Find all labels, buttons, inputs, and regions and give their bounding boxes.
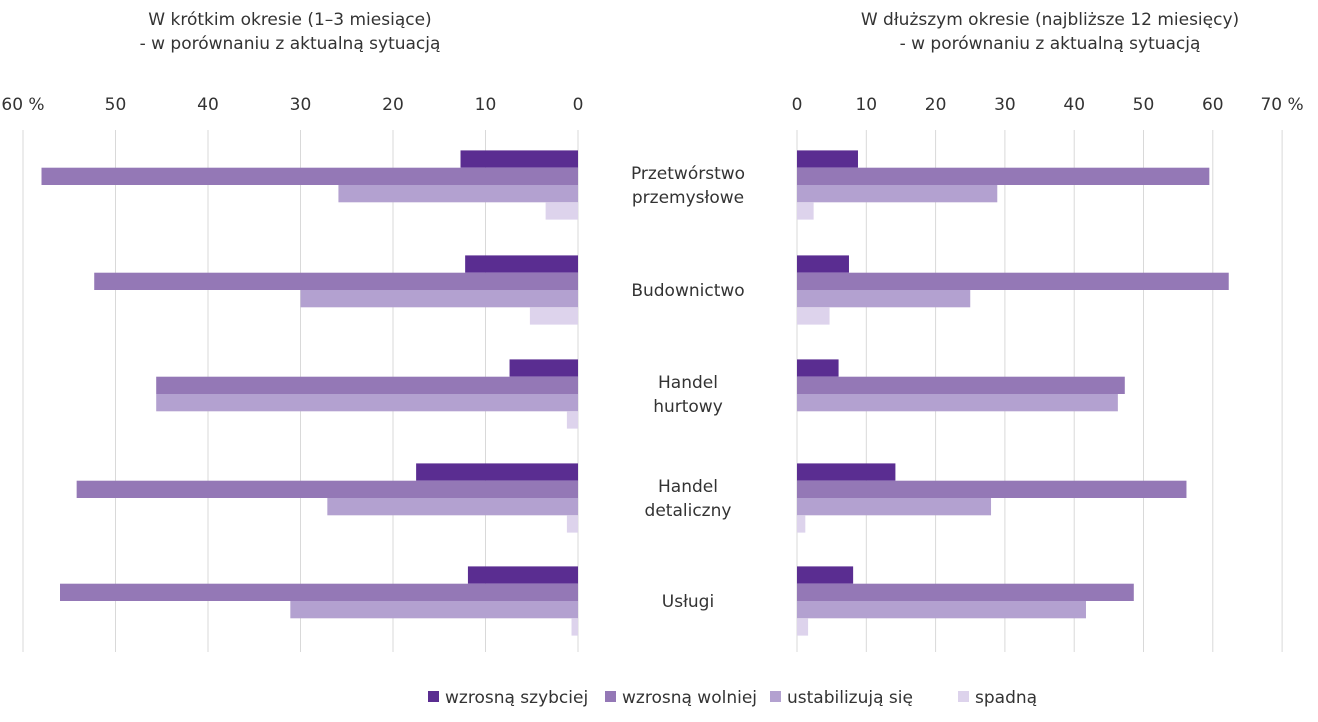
left-bar — [338, 185, 578, 203]
left-tick-label: 40 — [197, 95, 219, 115]
legend-swatch-stabilize — [770, 691, 781, 702]
legend-item-fast-growth: wzrosną szybciej — [428, 688, 588, 708]
left-bar — [545, 202, 578, 220]
right-tick-label: 30 — [994, 95, 1016, 115]
legend-item-slow-growth: wzrosną wolniej — [605, 688, 757, 708]
right-bar — [797, 167, 1210, 185]
right-panel-title-line2: - w porównaniu z aktualną sytuacją — [899, 34, 1201, 54]
category-label: Budownictwo — [631, 281, 744, 301]
right-bar — [797, 463, 896, 481]
left-bar — [300, 290, 578, 308]
left-bar — [465, 255, 578, 273]
bar-chart: 60 % 50 40 30 20 10 0 0 10 20 30 40 50 60 70 % Przetwór… — [1, 95, 1304, 652]
left-bar — [416, 463, 578, 481]
right-tick-label: 0 — [792, 95, 803, 115]
right-bar — [797, 480, 1187, 498]
left-tick-label: 0 — [573, 95, 584, 115]
category-label: przemysłowe — [632, 188, 744, 208]
legend-item-decline: spadną — [958, 688, 1037, 708]
right-bar — [797, 583, 1134, 601]
category-label: Przetwórstwo — [631, 164, 745, 184]
right-bar — [797, 515, 806, 533]
left-panel-title-line2: - w porównaniu z aktualną sytuacją — [139, 34, 441, 54]
left-bar — [290, 601, 578, 619]
category-label: Handel — [658, 373, 718, 393]
right-tick-label: 40 — [1063, 95, 1085, 115]
legend-swatch-decline — [958, 691, 969, 702]
left-bar — [509, 359, 578, 377]
right-bar — [797, 359, 839, 377]
left-bar — [41, 167, 578, 185]
category-label: Handel — [658, 477, 718, 497]
left-bar — [571, 618, 578, 636]
left-bar — [566, 515, 578, 533]
right-tick-label: 20 — [925, 95, 947, 115]
left-bar — [529, 307, 578, 325]
right-bar — [797, 601, 1086, 619]
left-bar — [566, 411, 578, 429]
right-bar — [797, 202, 814, 220]
right-bar — [797, 498, 992, 516]
right-bar — [797, 290, 971, 308]
right-bar — [797, 376, 1125, 394]
category-label: detaliczny — [645, 501, 732, 521]
right-tick-label: 10 — [855, 95, 877, 115]
left-tick-label: 30 — [290, 95, 312, 115]
right-panel-title-line1: W dłuższym okresie (najbliższe 12 miesię… — [860, 10, 1240, 30]
category-label: hurtowy — [653, 397, 723, 417]
left-tick-label: 10 — [475, 95, 497, 115]
right-bar — [797, 185, 998, 203]
left-bar — [156, 394, 578, 412]
left-bar — [327, 498, 578, 516]
right-bar — [797, 272, 1229, 290]
left-bar — [467, 566, 578, 584]
right-bar — [797, 566, 854, 584]
legend-label-stabilize: ustabilizują się — [787, 688, 913, 708]
right-panel-title: W dłuższym okresie (najbliższe 12 miesię… — [820, 8, 1280, 56]
right-tick-label: 50 — [1133, 95, 1155, 115]
right-bar — [797, 394, 1118, 412]
right-bar — [797, 150, 858, 168]
legend-swatch-fast-growth — [428, 691, 439, 702]
left-bar — [94, 272, 578, 290]
left-tick-label: 60 % — [1, 95, 44, 115]
category-label: Usługi — [662, 592, 714, 612]
left-tick-label: 50 — [105, 95, 127, 115]
right-bar — [797, 255, 849, 273]
legend-label-slow-growth: wzrosną wolniej — [622, 688, 758, 708]
legend-label-decline: spadną — [975, 688, 1038, 708]
left-panel-title-line1: W krótkim okresie (1–3 miesiące) — [148, 10, 432, 30]
left-bar — [76, 480, 579, 498]
left-bar — [60, 583, 578, 601]
legend-swatch-slow-growth — [605, 691, 616, 702]
left-panel-title: W krótkim okresie (1–3 miesiące) - w por… — [100, 8, 480, 56]
right-tick-label: 60 — [1202, 95, 1224, 115]
right-bar — [797, 307, 830, 325]
right-tick-label: 70 % — [1260, 95, 1303, 115]
left-tick-label: 20 — [382, 95, 404, 115]
right-bar — [797, 618, 809, 636]
legend-item-stabilize: ustabilizują się — [770, 688, 913, 708]
legend-label-fast-growth: wzrosną szybciej — [445, 688, 589, 708]
left-bar — [156, 376, 578, 394]
left-bar — [460, 150, 578, 168]
